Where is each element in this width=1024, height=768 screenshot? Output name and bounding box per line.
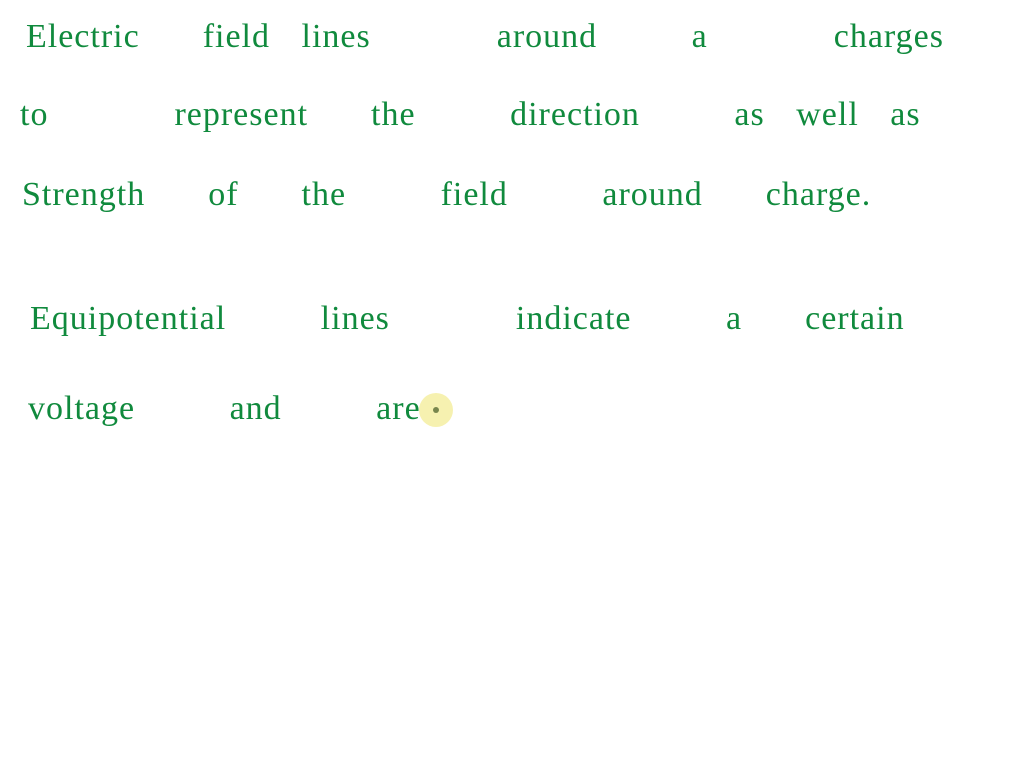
handwriting-line-2: to represent the direction as well as [20,96,921,134]
handwriting-line-1: Electric field lines around a charges [26,18,944,56]
cursor-highlight-icon [419,393,453,427]
handwriting-line-5: voltage and are [28,390,421,428]
handwriting-line-4: Equipotential lines indicate a certain [30,300,905,338]
handwriting-line-3: Strength of the field around charge. [22,176,871,214]
whiteboard-canvas: Electric field lines around a charges to… [0,0,1024,768]
cursor-dot-icon [433,407,439,413]
